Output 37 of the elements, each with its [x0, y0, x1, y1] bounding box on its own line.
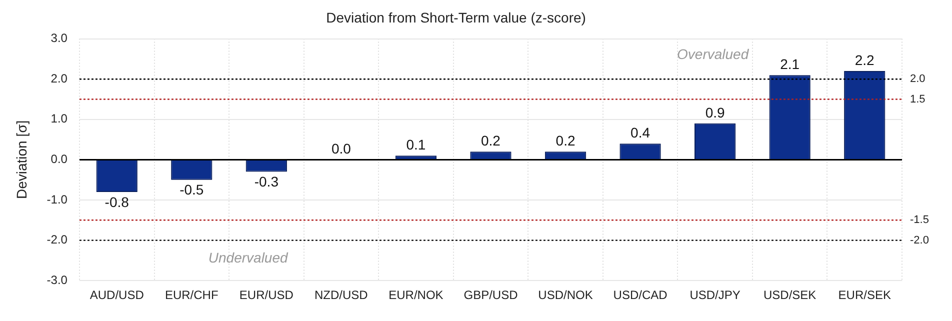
ref-line-label: 1.5	[910, 93, 926, 106]
x-tick-label: USD/JPY	[690, 288, 740, 302]
y-axis-title: Deviation [σ]	[13, 120, 30, 200]
data-label: 0.2	[481, 132, 501, 148]
data-label: -0.8	[104, 194, 130, 210]
ref-line-label: -2.0	[910, 234, 929, 246]
annotation: Overvalued	[677, 46, 750, 62]
y-tick-label: 3.0	[50, 31, 68, 46]
x-tick-label: EUR/SEK	[838, 288, 891, 302]
data-label: 0.0	[331, 140, 352, 157]
y-tick-label: -1.0	[46, 192, 68, 206]
data-label: -0.3	[254, 174, 279, 190]
ref-line-label: 2.0	[910, 73, 926, 86]
y-tick-label: -2.0	[46, 232, 68, 247]
data-label: -0.5	[180, 182, 204, 198]
annotation: Undervalued	[208, 249, 289, 266]
data-label: 2.2	[854, 52, 875, 68]
data-label: 0.9	[705, 104, 726, 120]
y-tick-label: 2.0	[50, 71, 68, 86]
x-tick-label: USD/CAD	[613, 288, 668, 302]
x-tick-label: EUR/USD	[239, 288, 294, 302]
data-label: 0.1	[406, 136, 426, 153]
data-label: 2.1	[780, 56, 800, 72]
x-tick-label: EUR/CHF	[164, 288, 218, 302]
x-tick-label: USD/NOK	[538, 288, 593, 302]
x-tick-label: USD/SEK	[763, 288, 816, 302]
data-label: 0.4	[630, 124, 650, 140]
x-tick-label: EUR/NOK	[388, 288, 444, 302]
data-label: 0.2	[556, 132, 576, 148]
y-tick-label: -3.0	[46, 272, 68, 287]
x-tick-label: GBP/USD	[464, 288, 518, 302]
x-tick-label: AUD/USD	[90, 288, 144, 302]
ref-line-label: -1.5	[910, 214, 929, 226]
x-tick-label: NZD/USD	[314, 288, 368, 302]
y-tick-label: 1.0	[50, 112, 68, 126]
chart-title: Deviation from Short-Term value (z-score)	[326, 9, 586, 26]
y-tick-label: 0.0	[50, 152, 68, 166]
